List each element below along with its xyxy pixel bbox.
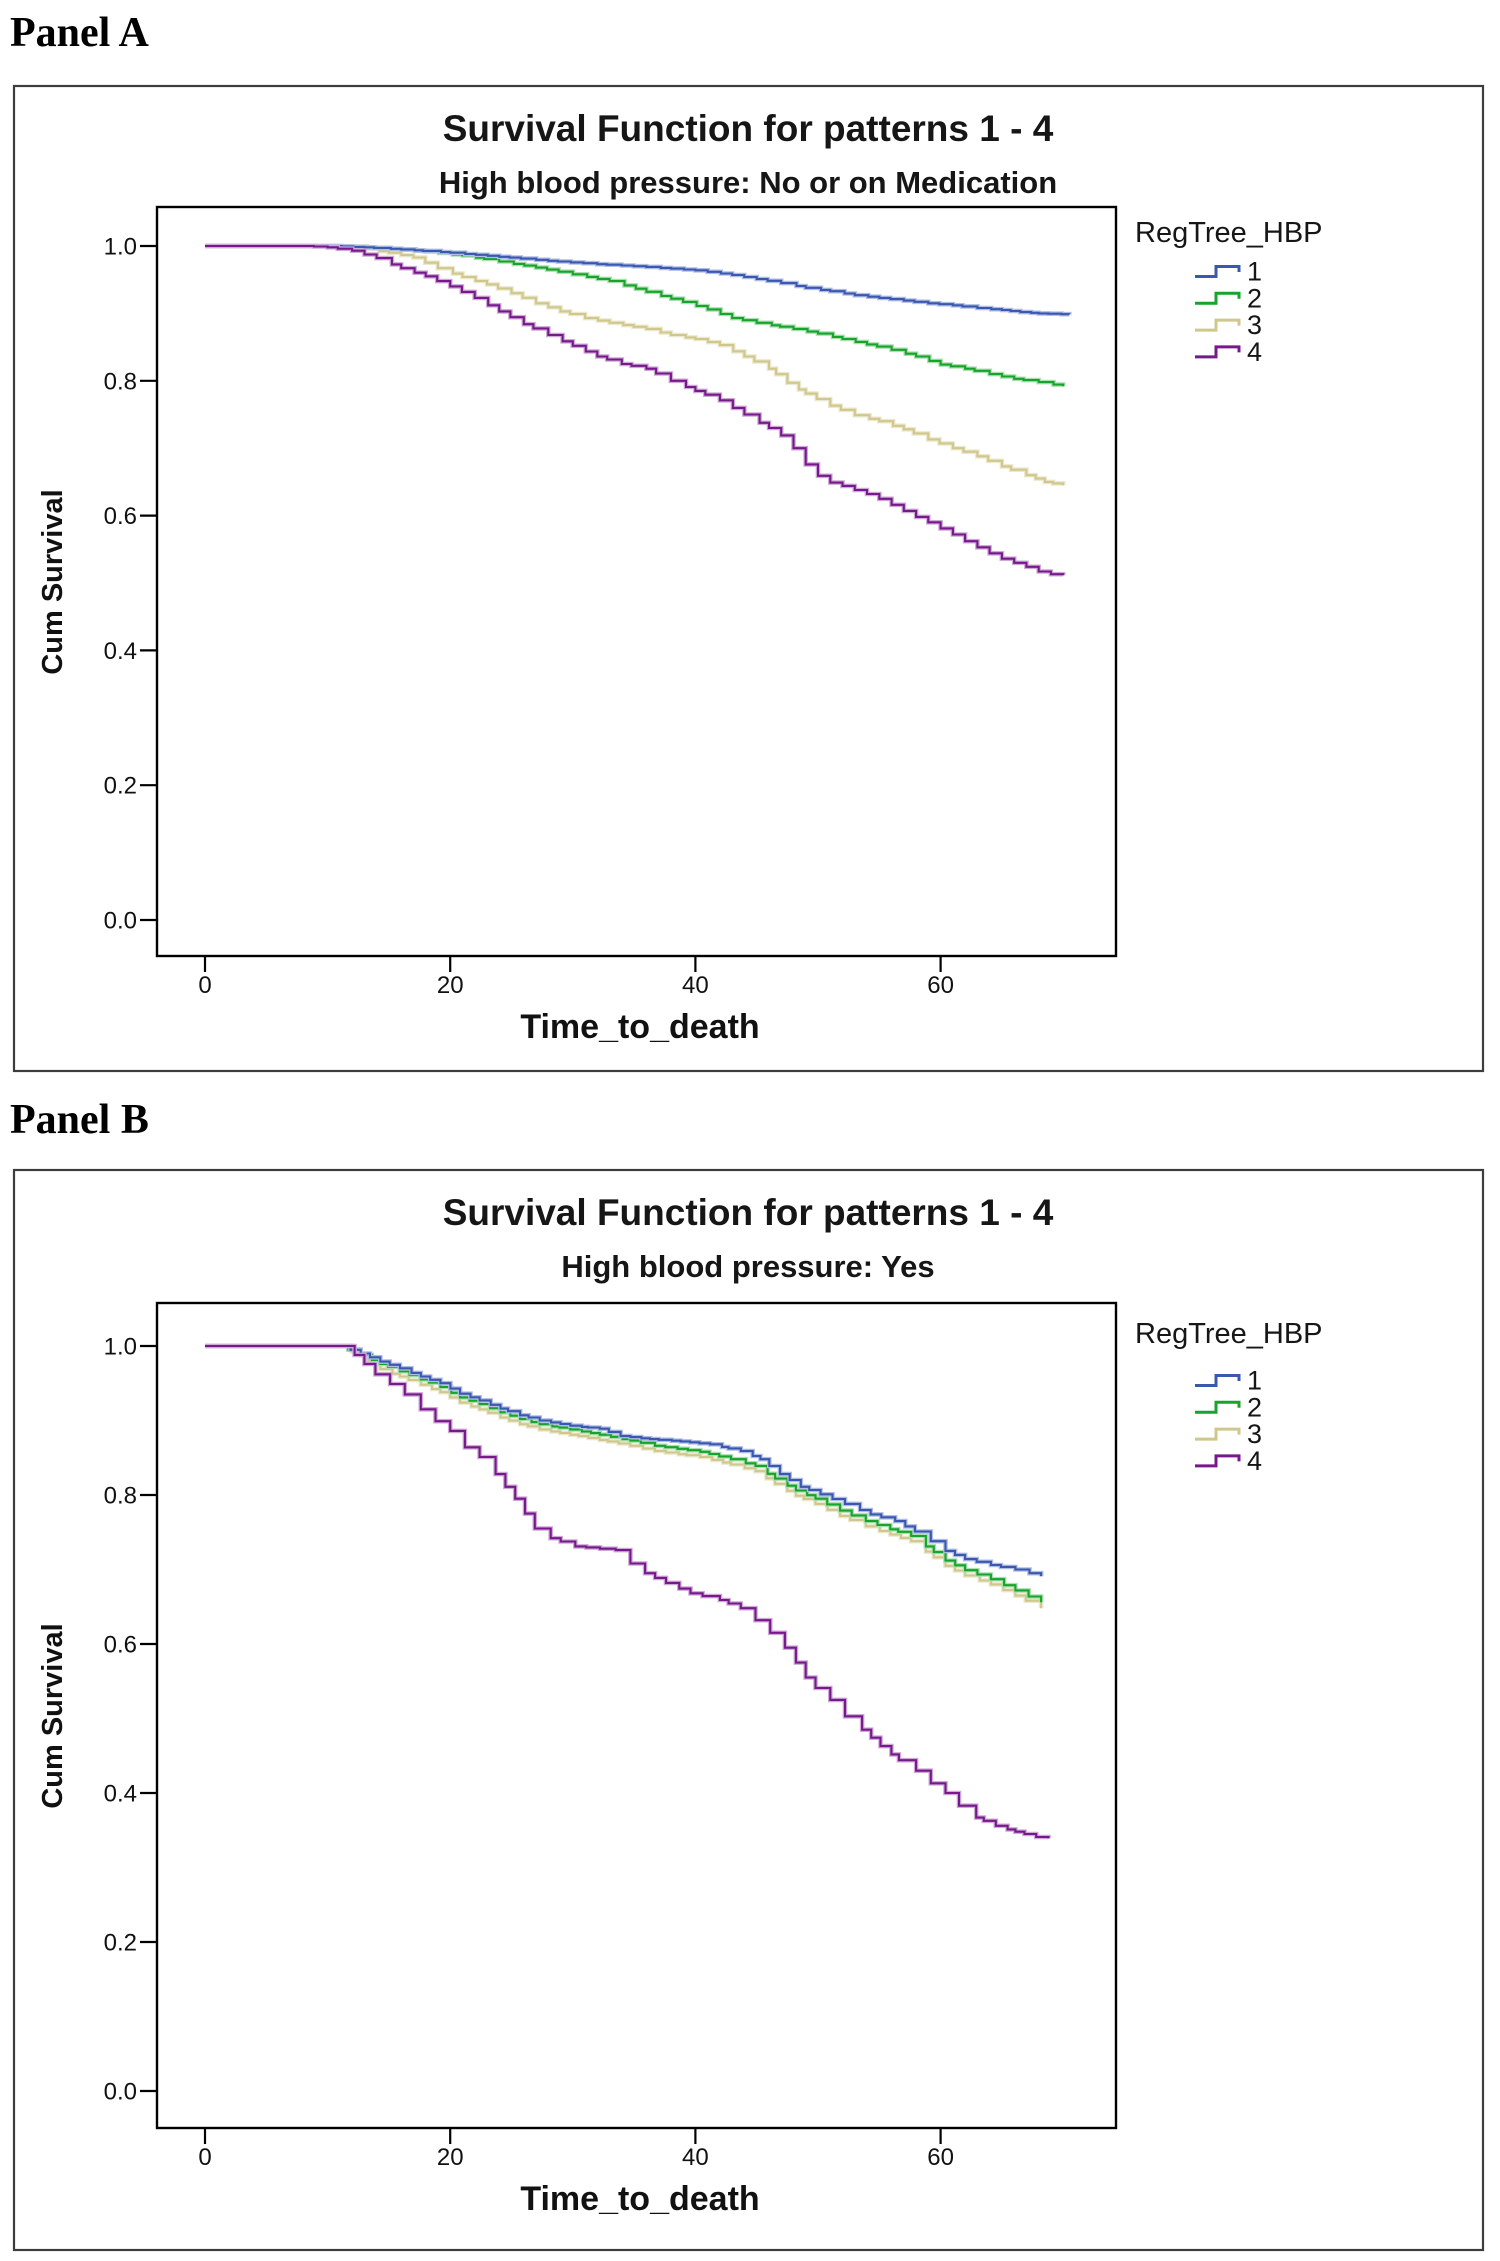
svg-text:0.0: 0.0 (104, 908, 137, 935)
svg-text:4: 4 (1247, 1446, 1262, 1476)
svg-text:RegTree_HBP: RegTree_HBP (1135, 217, 1323, 249)
svg-text:0.8: 0.8 (104, 1483, 137, 1510)
svg-text:0: 0 (198, 972, 211, 999)
svg-text:Time_to_death: Time_to_death (520, 1008, 759, 1046)
svg-text:1: 1 (1247, 257, 1262, 287)
svg-text:1.0: 1.0 (104, 234, 137, 261)
svg-text:0.8: 0.8 (104, 368, 137, 395)
svg-text:Cum Survival: Cum Survival (37, 489, 69, 674)
svg-text:0: 0 (198, 2144, 211, 2171)
svg-text:0.4: 0.4 (104, 1781, 137, 1808)
svg-text:60: 60 (927, 972, 954, 999)
svg-text:0.2: 0.2 (104, 1930, 137, 1957)
svg-text:4: 4 (1247, 337, 1262, 367)
svg-text:Survival Function for patterns: Survival Function for patterns 1 - 4 (443, 108, 1054, 149)
svg-text:60: 60 (927, 2144, 954, 2171)
svg-text:0.0: 0.0 (104, 2079, 137, 2106)
svg-text:Cum Survival: Cum Survival (37, 1623, 69, 1808)
svg-text:High blood pressure: No or on: High blood pressure: No or on Medication (439, 165, 1057, 200)
svg-text:20: 20 (437, 2144, 464, 2171)
svg-text:0.2: 0.2 (104, 773, 137, 800)
svg-text:Time_to_death: Time_to_death (520, 2180, 759, 2218)
svg-text:Survival Function for patterns: Survival Function for patterns 1 - 4 (443, 1192, 1054, 1233)
svg-text:3: 3 (1247, 310, 1262, 340)
svg-text:40: 40 (682, 972, 709, 999)
svg-text:RegTree_HBP: RegTree_HBP (1135, 1318, 1323, 1350)
svg-text:2: 2 (1247, 283, 1262, 313)
svg-text:1: 1 (1247, 1366, 1262, 1396)
svg-text:20: 20 (437, 972, 464, 999)
svg-text:40: 40 (682, 2144, 709, 2171)
svg-text:2: 2 (1247, 1392, 1262, 1422)
svg-text:0.6: 0.6 (104, 503, 137, 530)
svg-text:0.6: 0.6 (104, 1632, 137, 1659)
svg-text:3: 3 (1247, 1419, 1262, 1449)
svg-text:Panel B: Panel B (10, 1097, 149, 1143)
svg-text:Panel A: Panel A (10, 10, 150, 56)
svg-text:1.0: 1.0 (104, 1334, 137, 1361)
svg-text:0.4: 0.4 (104, 638, 137, 665)
svg-text:High blood pressure: Yes: High blood pressure: Yes (561, 1249, 934, 1284)
